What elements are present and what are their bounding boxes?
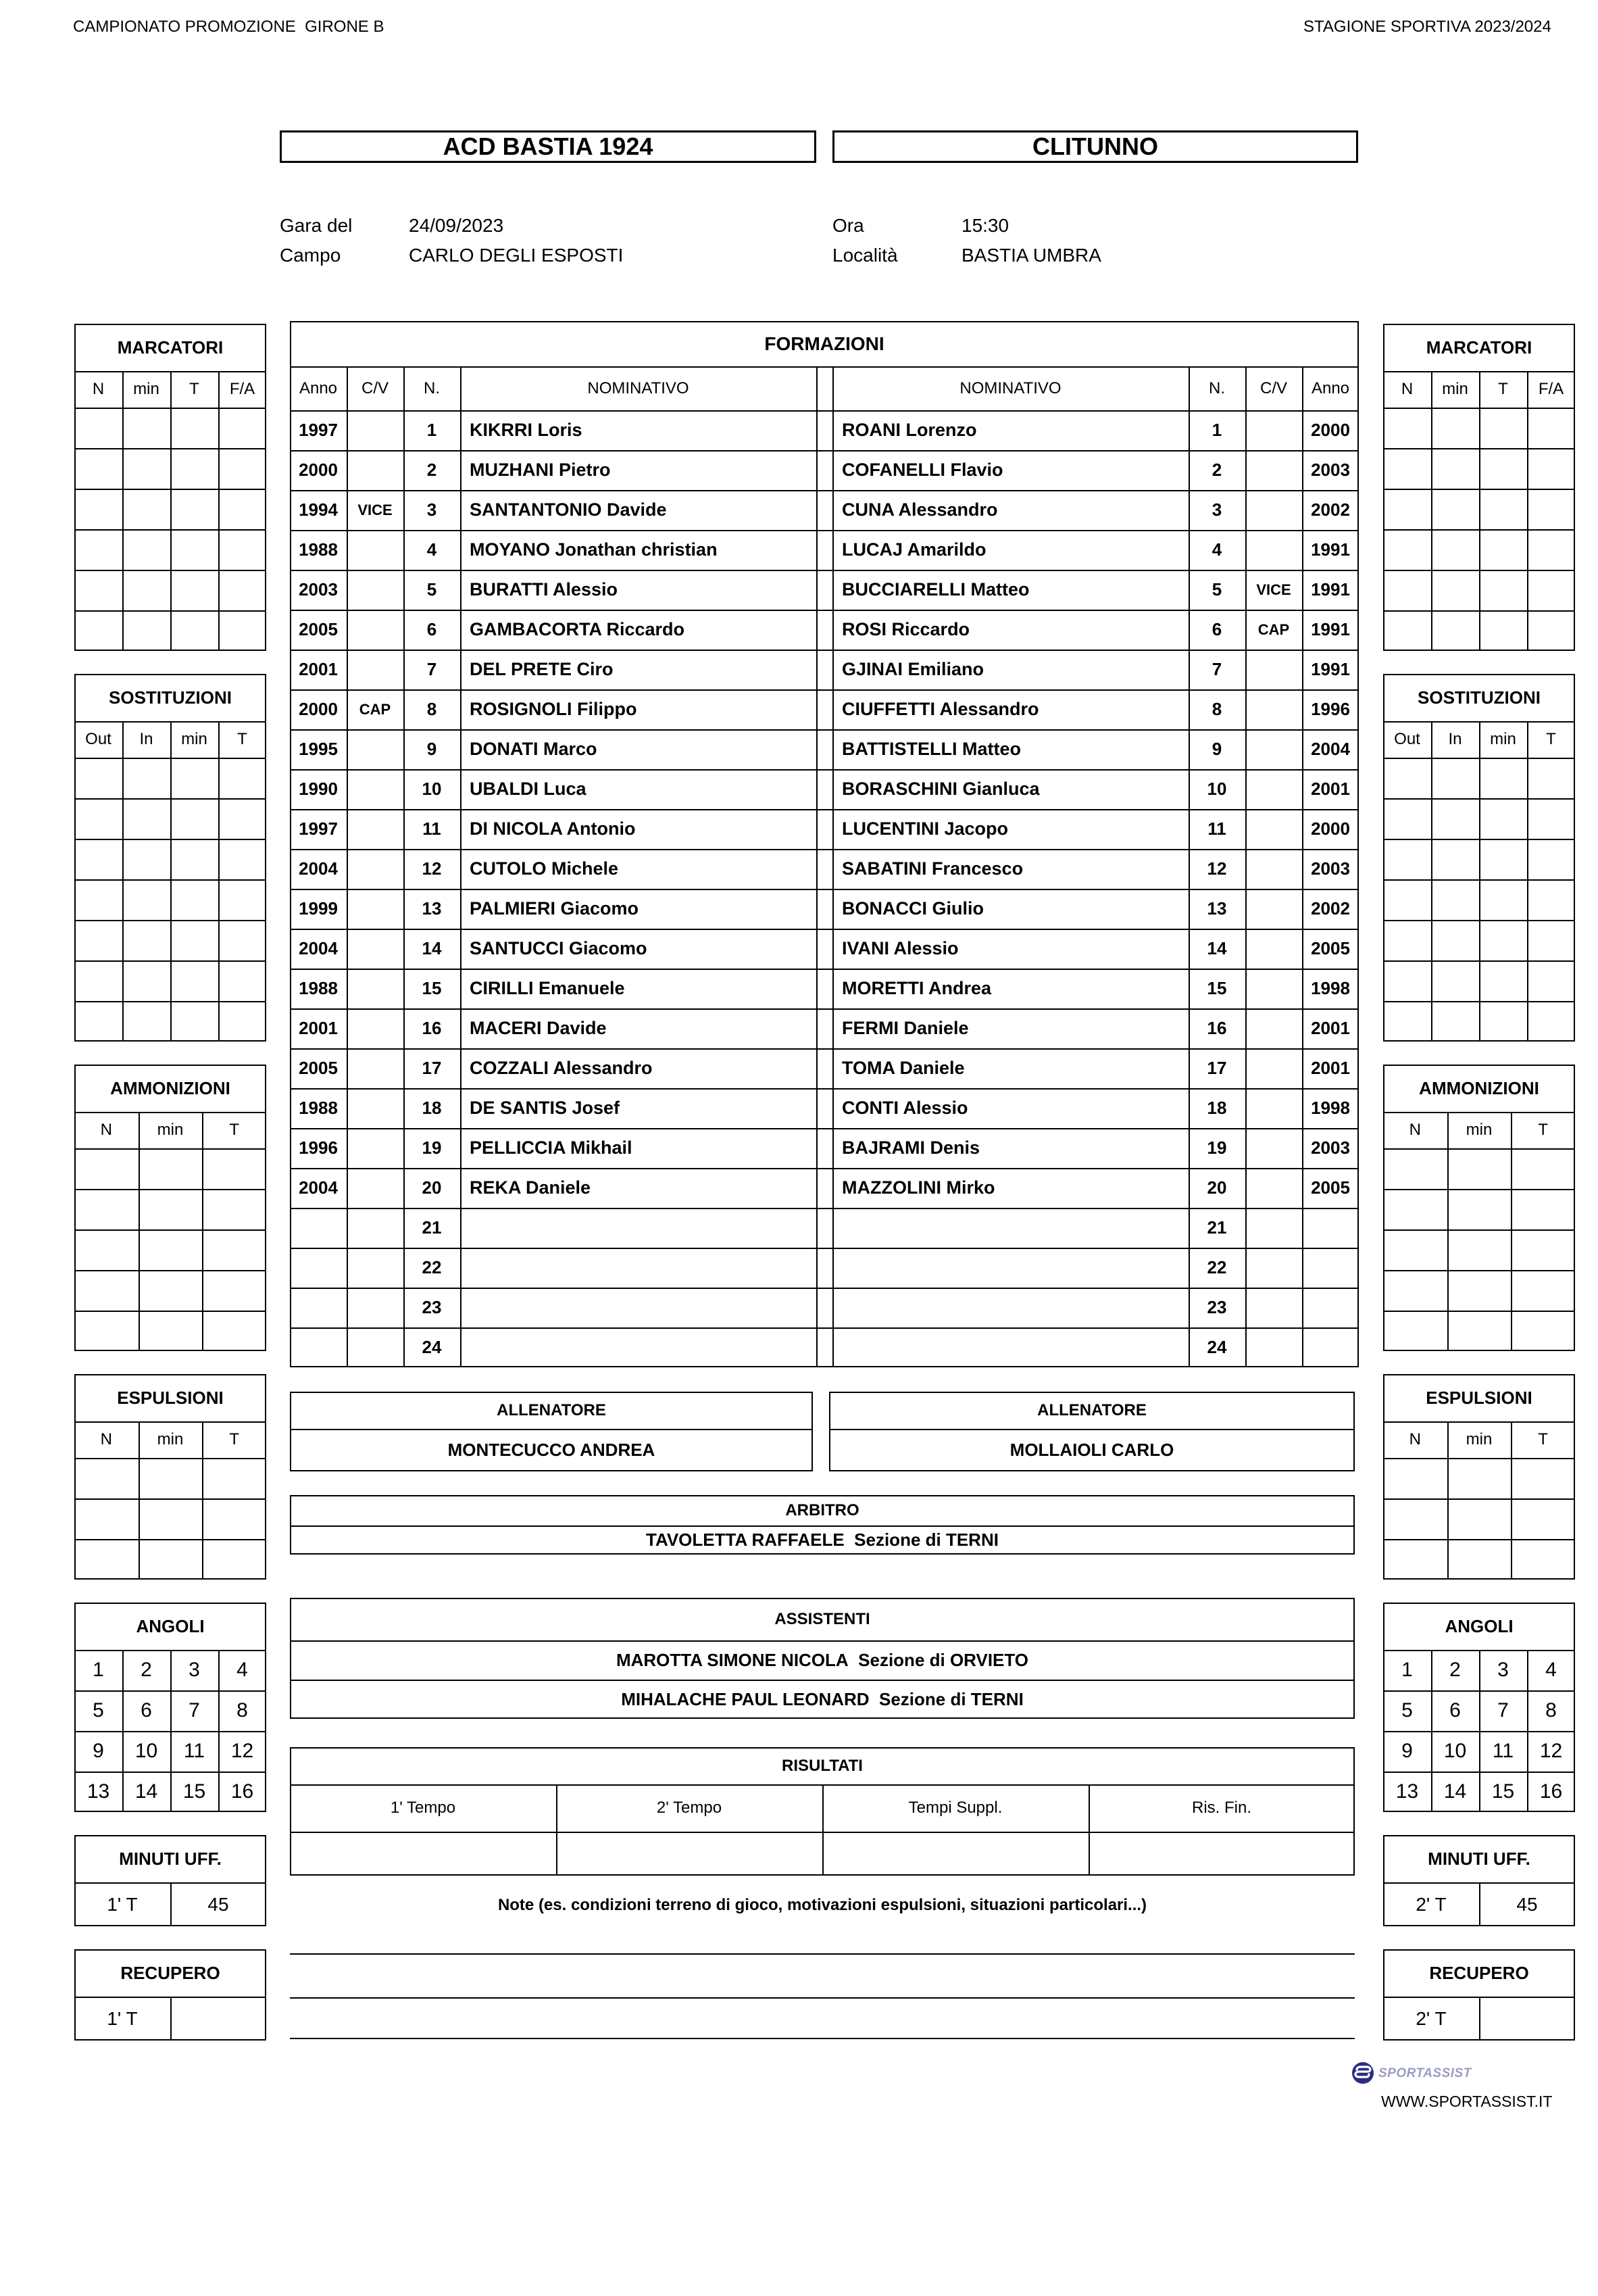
svg-text:SPORTASSIST: SPORTASSIST [1378,2066,1472,2080]
